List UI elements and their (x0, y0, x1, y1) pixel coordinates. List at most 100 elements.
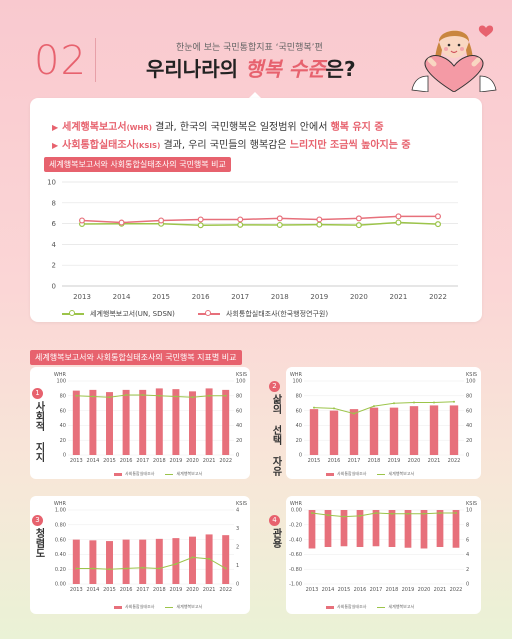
x-tick-label: 2014 (87, 587, 100, 593)
summary-text-1: 결과, 한국의 국민행복은 일정범위 안에서 (151, 122, 331, 133)
bar (189, 391, 196, 455)
legend-bar-label: 사회통합실태조사 (337, 471, 367, 476)
bar (436, 510, 444, 547)
bar (89, 540, 97, 584)
left-tick-label: 20 (296, 438, 302, 444)
left-axis-title: WHR (54, 501, 67, 507)
bar (222, 535, 230, 584)
bar (189, 536, 196, 584)
panel-tolerance (286, 496, 481, 614)
data-point (158, 394, 161, 397)
legend-bar-swatch (114, 605, 122, 609)
data-point (191, 556, 194, 559)
data-point (276, 221, 283, 228)
x-tick-label: 2020 (408, 458, 421, 464)
legend-line-label: 세계행복보고서 (176, 604, 203, 609)
legend-whr: 세계행복보고서(UN, SDSN) (62, 309, 175, 319)
x-tick-label: 2013 (306, 587, 319, 593)
data-point (453, 400, 455, 403)
ksis-label: 사회통합실태조사 (62, 140, 136, 151)
mini-chart-tolerance: WHR KSIS -1.00 -0.80 -0.60 -0.40 -0.20 0.00 0 2 4 6… (289, 501, 477, 593)
x-tick-label: 2021 (390, 293, 408, 301)
panel-number-4: 4 (269, 515, 280, 526)
x-tick-label: 2021 (428, 458, 441, 464)
legend-bar-label: 사회통합실태조사 (125, 604, 155, 609)
bar (308, 510, 316, 549)
bar (205, 388, 213, 455)
data-point (237, 221, 244, 228)
legend-line-label: 세계행복보고서 (176, 471, 203, 476)
left-tick-label: 0.20 (55, 567, 66, 573)
series-line (76, 556, 226, 570)
right-axis-title: KSIS (236, 372, 247, 378)
bar (369, 407, 379, 455)
whr-abbr: (WHR) (126, 124, 152, 132)
x-tick-label: 2017 (136, 587, 149, 593)
x-tick-label: 2018 (386, 587, 399, 593)
y-tick-label: 4 (52, 241, 57, 249)
title-highlight: 행복 수준 (244, 57, 326, 81)
data-point (197, 222, 204, 229)
right-tick-label: 10 (466, 508, 472, 514)
data-point (108, 568, 111, 571)
data-point (433, 401, 435, 404)
summary-highlight-2: 느리지만 조금씩 높아지는 중 (289, 140, 411, 151)
summary-highlight-1: 행복 유지 중 (330, 122, 384, 133)
left-tick-label: 1.00 (55, 508, 66, 514)
data-point (423, 512, 425, 515)
legend-line-swatch (377, 473, 386, 475)
panel-title-2: 삶의 선택 자유 (270, 394, 281, 476)
legend-line-swatch (165, 606, 174, 608)
right-tick-label: 100 (466, 379, 476, 385)
bar (388, 510, 396, 547)
panel-freedom (286, 367, 481, 479)
mini-legend-4: 사회통합실태조사 세계행복보고서 (326, 604, 414, 610)
x-tick-label: 2016 (120, 458, 133, 464)
data-point (174, 563, 177, 566)
bar (449, 405, 459, 455)
header-divider (95, 38, 96, 82)
bar (324, 510, 332, 547)
data-point (455, 511, 457, 514)
bar (122, 389, 130, 455)
x-tick-label: 2016 (328, 458, 341, 464)
bar (139, 539, 147, 584)
data-point (311, 511, 313, 514)
panel-number-2: 2 (269, 381, 280, 392)
x-tick-label: 2013 (70, 587, 83, 593)
right-tick-label: 20 (466, 438, 472, 444)
bar (452, 510, 460, 548)
x-tick-label: 2017 (231, 293, 249, 301)
data-point (75, 394, 78, 397)
right-tick-label: 4 (236, 508, 239, 514)
bar (106, 541, 113, 584)
left-tick-label: -1.00 (289, 582, 302, 588)
right-axis-title: KSIS (236, 501, 247, 507)
data-point (158, 567, 161, 570)
legend-swatch-green (62, 310, 84, 316)
data-point (333, 407, 335, 410)
x-tick-label: 2017 (370, 587, 383, 593)
bar (420, 510, 428, 549)
series-line (81, 221, 439, 227)
data-point (395, 219, 402, 226)
data-point (316, 216, 323, 223)
whr-label: 세계행복보고서 (62, 122, 127, 133)
x-tick-label: 2019 (170, 587, 183, 593)
left-tick-label: 0.60 (55, 537, 66, 543)
x-tick-label: 2015 (308, 458, 321, 464)
right-tick-label: 0 (466, 453, 469, 459)
right-tick-label: 0 (236, 582, 239, 588)
left-axis-title: WHR (290, 501, 303, 507)
data-point (393, 402, 395, 405)
legend-bar-swatch (326, 472, 334, 476)
mini-chart-integrity: WHR KSIS 0.00 0.20 0.40 0.60 0.80 1.00 0 1 2 3 4 2013… (54, 501, 247, 593)
right-axis-title: KSIS (466, 372, 477, 378)
x-tick-label: 2015 (338, 587, 351, 593)
panel-title-4: 관용 (270, 528, 281, 548)
bar (429, 405, 439, 455)
data-point (353, 412, 355, 415)
data-point (224, 567, 227, 570)
left-tick-label: 0.80 (55, 523, 66, 529)
left-tick-label: 0.00 (291, 508, 302, 514)
